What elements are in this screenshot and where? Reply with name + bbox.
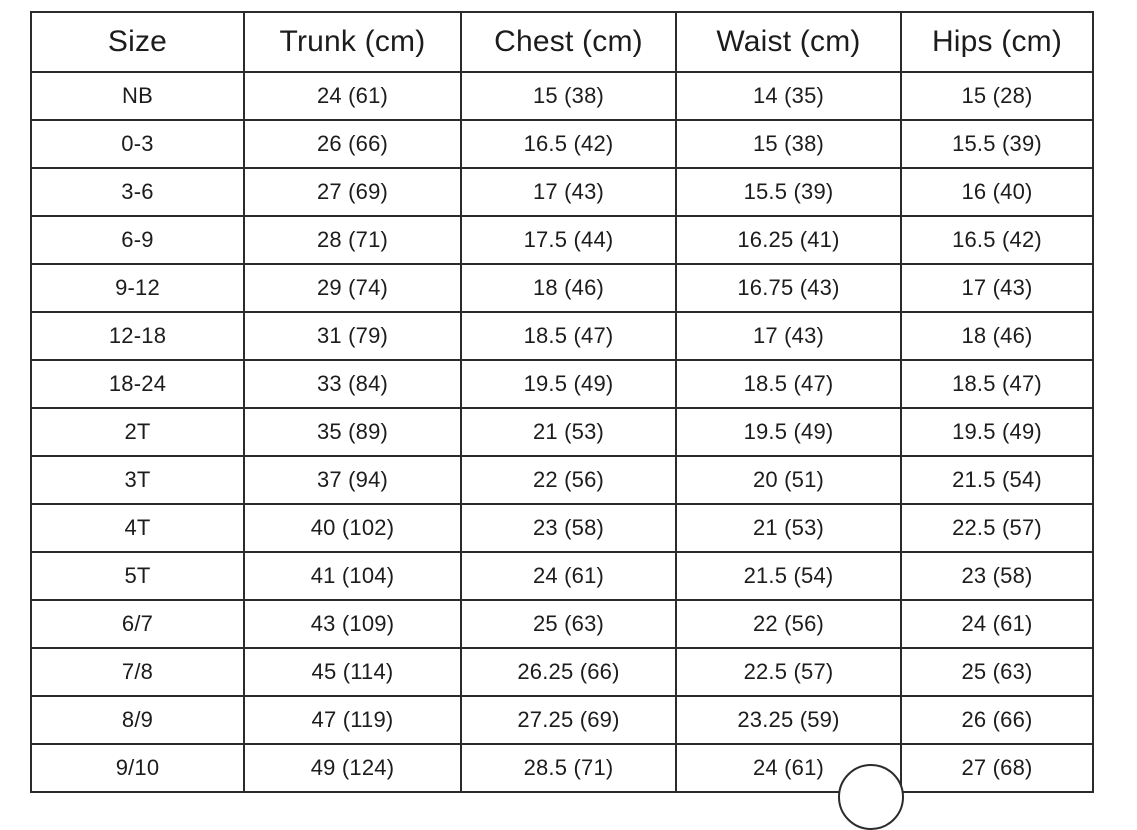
cell-size: 5T [30,551,245,601]
cell-hips: 17 (43) [900,263,1094,313]
cell-hips: 19.5 (49) [900,407,1094,457]
cell-chest: 18 (46) [460,263,677,313]
cell-chest: 28.5 (71) [460,743,677,793]
cell-waist: 17 (43) [675,311,902,361]
cell-hips: 27 (68) [900,743,1094,793]
cell-chest: 17 (43) [460,167,677,217]
cell-size: 6-9 [30,215,245,265]
cell-size: 3T [30,455,245,505]
column-header-trunk: Trunk (cm) [243,11,462,73]
cell-chest: 17.5 (44) [460,215,677,265]
cell-hips: 26 (66) [900,695,1094,745]
size-chart-container: Size Trunk (cm) Chest (cm) Waist (cm) Hi… [30,11,1094,793]
cell-size: 9/10 [30,743,245,793]
cell-chest: 27.25 (69) [460,695,677,745]
cell-size: 0-3 [30,119,245,169]
cell-waist: 14 (35) [675,71,902,121]
cell-size: 18-24 [30,359,245,409]
size-chart-table: Size Trunk (cm) Chest (cm) Waist (cm) Hi… [30,11,1094,793]
cell-chest: 25 (63) [460,599,677,649]
cell-trunk: 40 (102) [243,503,462,553]
column-header-hips: Hips (cm) [900,11,1094,73]
cell-chest: 24 (61) [460,551,677,601]
cell-waist: 21 (53) [675,503,902,553]
cell-chest: 16.5 (42) [460,119,677,169]
table-row: 18-24 33 (84) 19.5 (49) 18.5 (47) 18.5 (47) [30,359,1094,409]
cell-size: 12-18 [30,311,245,361]
cell-hips: 18 (46) [900,311,1094,361]
table-row: 9-12 29 (74) 18 (46) 16.75 (43) 17 (43) [30,263,1094,313]
cell-trunk: 49 (124) [243,743,462,793]
cell-waist: 22.5 (57) [675,647,902,697]
cell-trunk: 29 (74) [243,263,462,313]
cell-trunk: 26 (66) [243,119,462,169]
table-row: 6-9 28 (71) 17.5 (44) 16.25 (41) 16.5 (42) [30,215,1094,265]
cell-waist: 23.25 (59) [675,695,902,745]
cell-hips: 23 (58) [900,551,1094,601]
cell-trunk: 27 (69) [243,167,462,217]
cell-chest: 18.5 (47) [460,311,677,361]
cell-chest: 23 (58) [460,503,677,553]
cell-size: 6/7 [30,599,245,649]
cell-hips: 15 (28) [900,71,1094,121]
cell-chest: 26.25 (66) [460,647,677,697]
cell-size: 9-12 [30,263,245,313]
cell-hips: 18.5 (47) [900,359,1094,409]
cell-trunk: 28 (71) [243,215,462,265]
table-row: 3-6 27 (69) 17 (43) 15.5 (39) 16 (40) [30,167,1094,217]
cell-waist: 22 (56) [675,599,902,649]
cell-trunk: 31 (79) [243,311,462,361]
table-row: 9/10 49 (124) 28.5 (71) 24 (61) 27 (68) [30,743,1094,793]
cell-chest: 22 (56) [460,455,677,505]
cell-trunk: 33 (84) [243,359,462,409]
column-header-waist: Waist (cm) [675,11,902,73]
cell-hips: 16 (40) [900,167,1094,217]
cell-hips: 21.5 (54) [900,455,1094,505]
cell-trunk: 43 (109) [243,599,462,649]
cell-waist: 19.5 (49) [675,407,902,457]
cell-size: 7/8 [30,647,245,697]
cell-size: 2T [30,407,245,457]
cell-trunk: 24 (61) [243,71,462,121]
cell-size: 8/9 [30,695,245,745]
cell-waist: 16.75 (43) [675,263,902,313]
table-row: 2T 35 (89) 21 (53) 19.5 (49) 19.5 (49) [30,407,1094,457]
table-row: NB 24 (61) 15 (38) 14 (35) 15 (28) [30,71,1094,121]
cell-size: NB [30,71,245,121]
cell-trunk: 45 (114) [243,647,462,697]
table-row: 3T 37 (94) 22 (56) 20 (51) 21.5 (54) [30,455,1094,505]
cell-hips: 16.5 (42) [900,215,1094,265]
cell-hips: 15.5 (39) [900,119,1094,169]
cell-waist: 20 (51) [675,455,902,505]
cell-waist: 15 (38) [675,119,902,169]
cell-hips: 24 (61) [900,599,1094,649]
table-row: 12-18 31 (79) 18.5 (47) 17 (43) 18 (46) [30,311,1094,361]
cell-chest: 15 (38) [460,71,677,121]
table-row: 8/9 47 (119) 27.25 (69) 23.25 (59) 26 (66) [30,695,1094,745]
table-row: 4T 40 (102) 23 (58) 21 (53) 22.5 (57) [30,503,1094,553]
cell-size: 4T [30,503,245,553]
cell-hips: 25 (63) [900,647,1094,697]
cell-waist: 18.5 (47) [675,359,902,409]
table-header-row: Size Trunk (cm) Chest (cm) Waist (cm) Hi… [30,11,1094,73]
cell-trunk: 37 (94) [243,455,462,505]
cell-waist: 16.25 (41) [675,215,902,265]
cell-trunk: 47 (119) [243,695,462,745]
cell-chest: 21 (53) [460,407,677,457]
cell-hips: 22.5 (57) [900,503,1094,553]
table-row: 6/7 43 (109) 25 (63) 22 (56) 24 (61) [30,599,1094,649]
table-row: 5T 41 (104) 24 (61) 21.5 (54) 23 (58) [30,551,1094,601]
column-header-size: Size [30,11,245,73]
cell-trunk: 41 (104) [243,551,462,601]
table-row: 0-3 26 (66) 16.5 (42) 15 (38) 15.5 (39) [30,119,1094,169]
cell-trunk: 35 (89) [243,407,462,457]
cell-waist: 21.5 (54) [675,551,902,601]
cell-chest: 19.5 (49) [460,359,677,409]
table-row: 7/8 45 (114) 26.25 (66) 22.5 (57) 25 (63) [30,647,1094,697]
column-header-chest: Chest (cm) [460,11,677,73]
cell-size: 3-6 [30,167,245,217]
cell-waist: 15.5 (39) [675,167,902,217]
